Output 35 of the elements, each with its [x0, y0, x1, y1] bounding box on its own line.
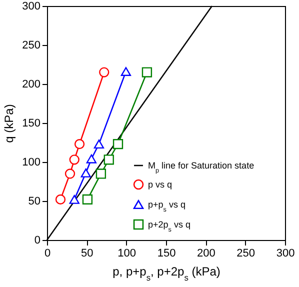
x-tick-label: 200: [196, 248, 216, 260]
y-tick-label: 0: [34, 234, 40, 246]
point: [104, 154, 114, 165]
point: [120, 67, 132, 76]
point: [69, 154, 80, 165]
y-tick-label: 200: [22, 78, 40, 90]
legend-label: p vs q: [148, 180, 172, 190]
y-tick-label: 100: [22, 156, 40, 168]
y-tick-label: 250: [22, 40, 40, 52]
point: [96, 168, 106, 179]
y-tick-label: 300: [22, 0, 40, 12]
x-tick-label: 0: [44, 248, 51, 260]
point: [94, 140, 104, 149]
x-axis-title: p, p+p$_{s}$, p+2p$_{s}$ (kPa): [112, 264, 220, 282]
y-tick-label: 150: [22, 118, 40, 130]
y-tick-label: 50: [28, 196, 40, 208]
point: [86, 154, 96, 164]
point: [82, 194, 93, 205]
point: [142, 67, 152, 78]
x-tick-label: 150: [157, 248, 176, 260]
point: [80, 168, 91, 178]
legend-label: M$_{p}$ line for Saturation state: [148, 160, 254, 174]
legend-label: p+2p$_{s}$ vs q: [148, 220, 190, 233]
x-tick-label: 300: [276, 248, 295, 260]
point: [74, 138, 85, 150]
point: [112, 138, 124, 150]
point: [99, 67, 110, 78]
point: [55, 194, 66, 205]
y-axis-title: q (kPa): [2, 104, 16, 143]
x-tick-label: 250: [236, 248, 256, 260]
x-tick-label: 50: [81, 248, 94, 260]
point: [69, 194, 80, 204]
point: [64, 168, 76, 179]
legend-label: p+p$_{s}$ vs q: [148, 200, 186, 213]
x-tick-label: 100: [118, 248, 136, 260]
